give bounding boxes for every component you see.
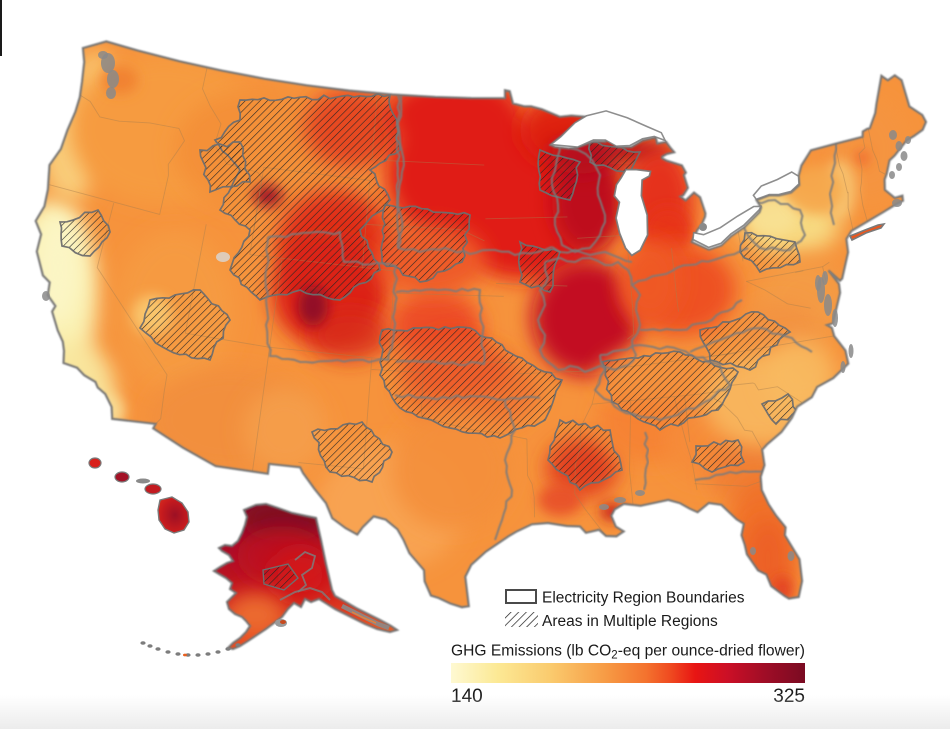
svg-text:Areas in Multiple Regions: Areas in Multiple Regions [542, 613, 718, 630]
svg-text:Electricity Region Boundaries: Electricity Region Boundaries [542, 590, 745, 607]
svg-text:GHG Emissions (lb CO2-eq per o: GHG Emissions (lb CO2-eq per ounce-dried… [451, 643, 805, 662]
